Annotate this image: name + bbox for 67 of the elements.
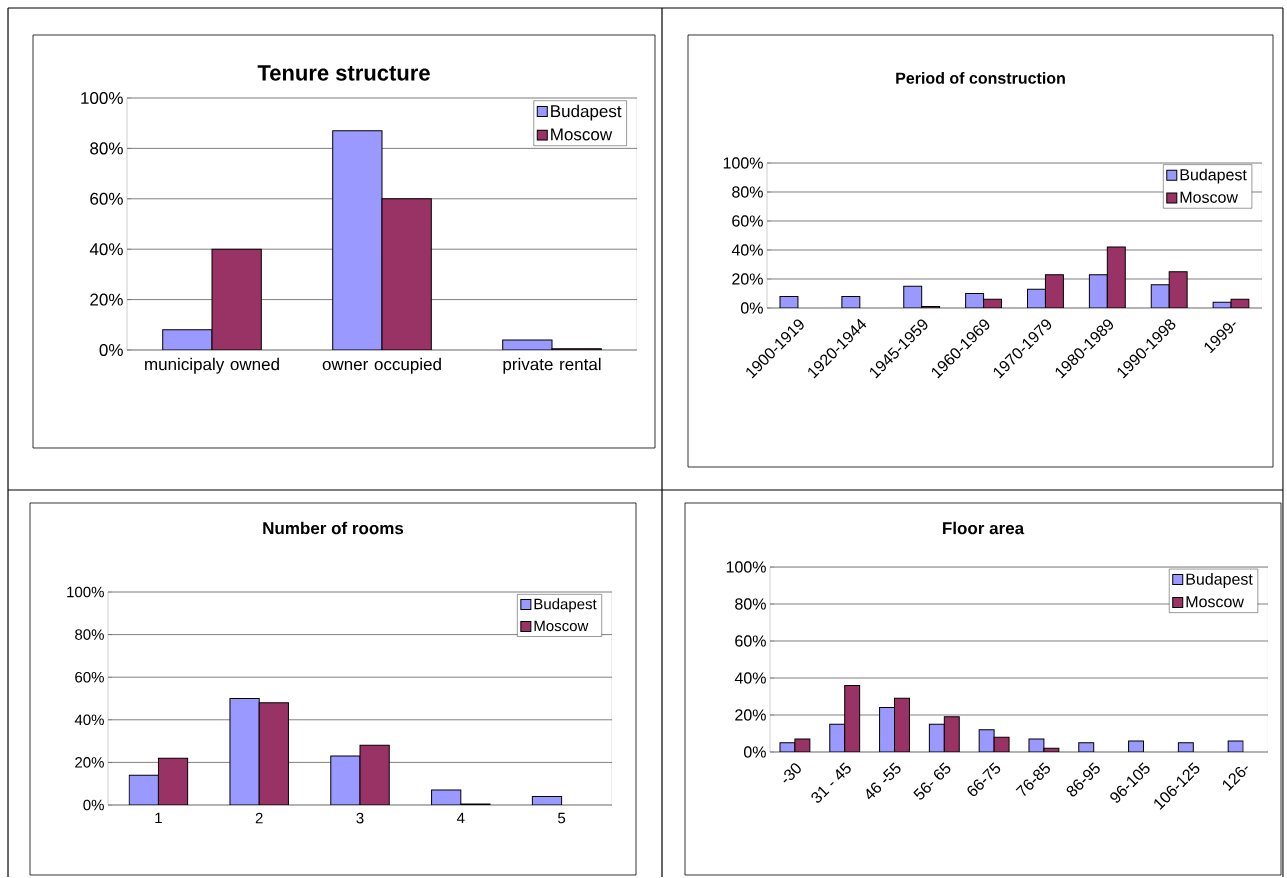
bar	[879, 707, 896, 753]
bar	[211, 248, 262, 351]
x-tick-label: 126-	[1222, 766, 1248, 792]
y-tick-label: 20%	[90, 293, 123, 306]
y-tick-label: 100%	[723, 157, 763, 169]
y-tick-label: 0%	[83, 799, 104, 811]
bar	[381, 198, 432, 351]
x-tick-label: owner occupied	[322, 358, 441, 374]
y-tick-label: 80%	[90, 142, 123, 155]
x-tick-label: 5	[558, 813, 566, 824]
bar	[1044, 274, 1064, 309]
bar	[943, 716, 960, 753]
legend-label: Moscow	[551, 128, 613, 141]
chart-title: Tenure structure	[257, 65, 430, 81]
bar	[229, 698, 260, 806]
y-tick-label: 100%	[67, 586, 104, 598]
bar	[844, 685, 861, 753]
y-tick-label: 40%	[731, 244, 763, 256]
x-tick-label: 31 - 45	[811, 762, 851, 803]
y-tick-label: 80%	[735, 598, 766, 610]
y-tick-label: 100%	[81, 92, 123, 105]
x-tick-label: 4	[456, 813, 465, 824]
y-tick-label: 60%	[75, 672, 104, 683]
y-tick-label: 40%	[734, 672, 766, 684]
x-tick-label: 56- 65	[913, 762, 951, 800]
x-tick-label: municipaly owned	[145, 358, 279, 374]
bar	[332, 130, 383, 351]
y-tick-label: 20%	[732, 273, 763, 285]
x-tick-label: 2	[255, 813, 263, 824]
y-tick-label: 0%	[99, 344, 123, 357]
x-tick-label: -30	[783, 763, 801, 783]
x-tick-label: 3	[356, 813, 364, 824]
bar	[157, 757, 189, 806]
x-tick-label: private rental	[503, 358, 601, 374]
y-tick-label: 80%	[75, 629, 104, 641]
bar	[258, 702, 289, 806]
legend-label: Moscow	[1180, 191, 1239, 204]
y-tick-label: 60%	[90, 192, 123, 206]
legend-label: Moscow	[534, 620, 589, 632]
chart-title: Number of rooms	[263, 521, 404, 535]
x-tick-label: 1	[155, 813, 162, 824]
y-tick-label: 40%	[74, 714, 104, 726]
bar	[1106, 246, 1126, 309]
y-tick-label: 20%	[735, 709, 766, 721]
y-tick-label: 60%	[735, 635, 766, 647]
y-tick-label: 100%	[726, 561, 766, 573]
bar	[359, 745, 390, 806]
bar	[162, 329, 213, 351]
y-tick-label: 0%	[740, 302, 763, 314]
y-tick-label: 0%	[743, 746, 766, 758]
chart-title: Period of construction	[896, 72, 1065, 85]
bar	[1150, 284, 1170, 309]
legend-label: Budapest	[1180, 168, 1247, 184]
bar	[128, 774, 159, 806]
legend-label: Budapest	[551, 104, 622, 121]
bar	[330, 755, 361, 806]
bar	[894, 698, 910, 753]
chart-title: Floor area	[943, 521, 1025, 535]
y-tick-label: 60%	[732, 215, 763, 227]
y-tick-label: 20%	[75, 757, 104, 768]
x-tick-label: 46 -55	[866, 762, 901, 800]
bar	[1088, 274, 1108, 309]
y-tick-label: 80%	[732, 186, 763, 198]
y-tick-label: 40%	[89, 243, 123, 256]
legend-label: Moscow	[1186, 596, 1244, 608]
legend-label: Budapest	[1186, 573, 1253, 589]
legend-label: Budapest	[534, 598, 597, 613]
